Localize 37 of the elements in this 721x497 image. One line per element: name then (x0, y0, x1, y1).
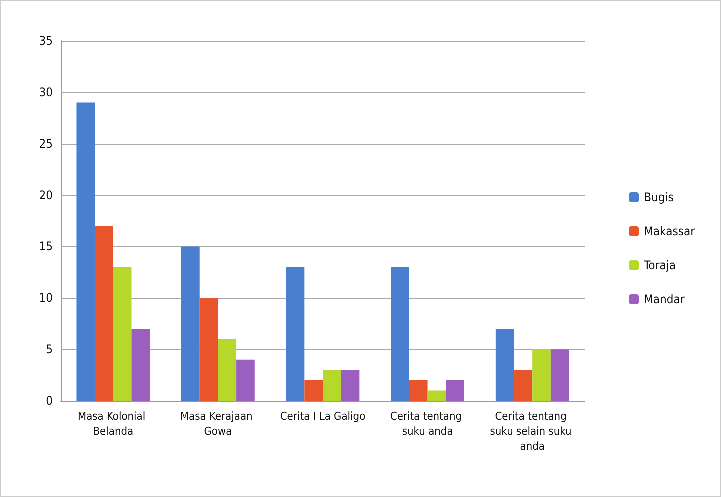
bar (182, 246, 200, 401)
bar (200, 298, 218, 401)
bar (218, 339, 237, 401)
bar (532, 350, 551, 401)
bar (323, 370, 342, 401)
bar (286, 267, 305, 401)
bar (496, 329, 514, 401)
y-tick-label: 25 (39, 136, 53, 151)
bar (409, 380, 428, 401)
x-tick-label: Masa Kolonial Belanda (78, 410, 149, 438)
x-tick-label: Masa Kerajaan Gowa (180, 410, 256, 438)
x-tick-label: Cerita tentang suku selain suku anda (490, 410, 575, 453)
legend-label: Toraja (643, 258, 676, 272)
bar (132, 329, 150, 401)
bar (341, 370, 360, 401)
y-tick-label: 30 (39, 85, 54, 100)
y-tick-label: 15 (39, 240, 53, 254)
bar (391, 267, 410, 401)
legend-label: Bugis (644, 190, 674, 204)
bar (446, 380, 464, 401)
y-tick-label: 5 (46, 342, 53, 357)
x-tick-label: Cerita tentang suku anda (390, 410, 466, 438)
legend-label: Mandar (644, 292, 686, 306)
bar (514, 370, 533, 401)
bar (113, 267, 132, 401)
bar (95, 226, 114, 401)
y-tick-label: 35 (39, 34, 53, 48)
y-tick-label: 20 (39, 188, 54, 202)
bar (428, 390, 446, 401)
bar (550, 350, 570, 401)
y-tick-label: 0 (46, 394, 54, 408)
bar (76, 102, 96, 401)
legend-label: Makassar (644, 224, 696, 238)
y-tick-label: 10 (39, 291, 54, 306)
bar (304, 380, 323, 401)
x-tick-label: Cerita I La Galigo (280, 410, 366, 423)
bar (236, 360, 255, 401)
